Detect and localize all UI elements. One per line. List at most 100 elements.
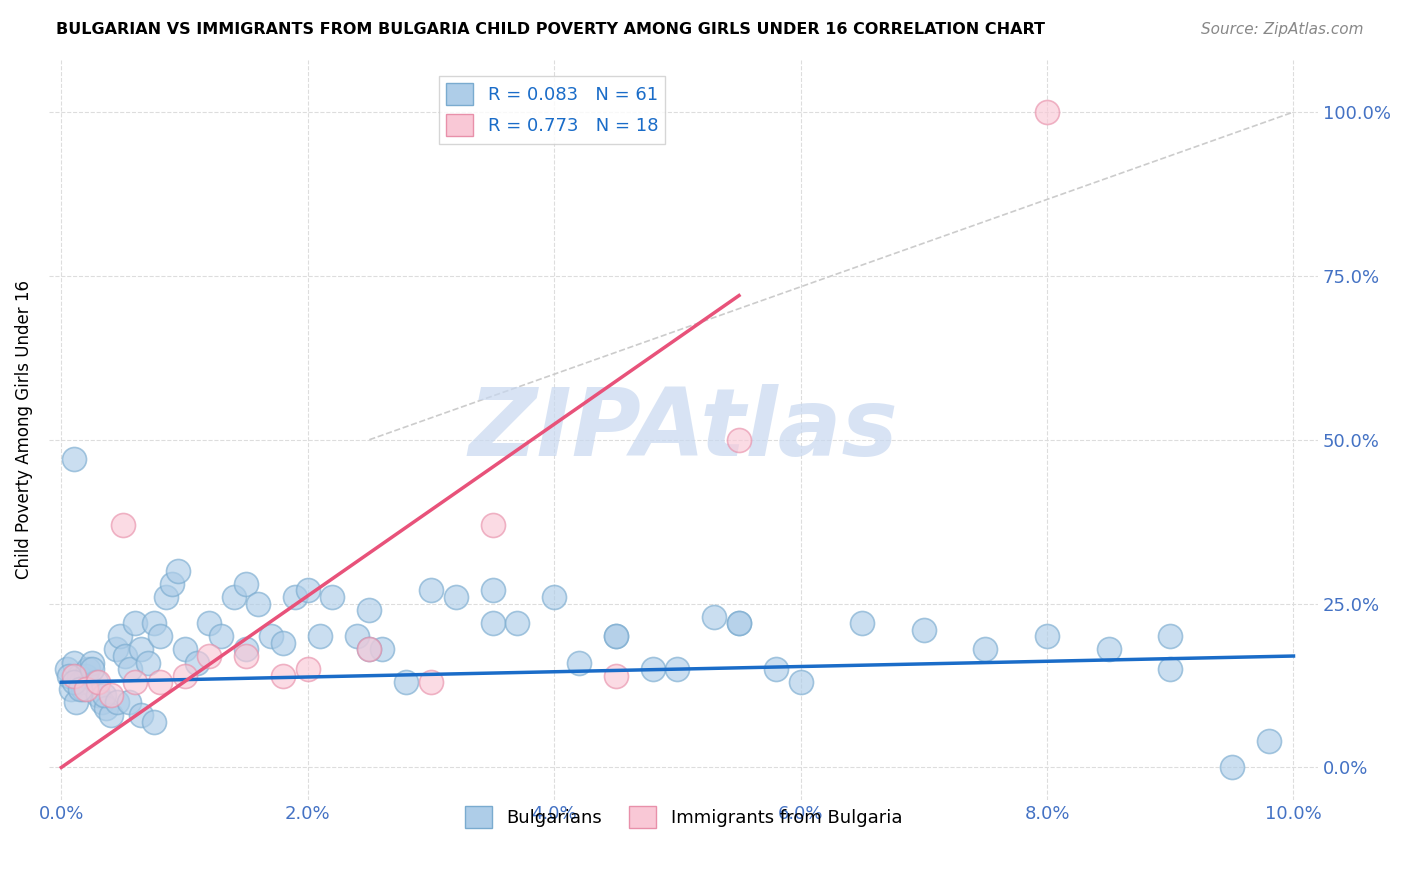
Point: [111, 518, 134, 533]
Point: [235, 648, 257, 663]
Point: [65, 695, 87, 709]
Point: [728, 616, 751, 631]
Point: [1098, 642, 1121, 657]
Point: [87, 675, 110, 690]
Point: [75, 681, 97, 696]
Point: [136, 656, 159, 670]
Point: [120, 662, 142, 676]
Point: [118, 695, 141, 709]
Point: [91, 695, 114, 709]
Point: [62, 675, 84, 690]
Point: [155, 590, 177, 604]
Point: [70, 675, 93, 690]
Point: [271, 668, 294, 682]
Point: [370, 642, 392, 657]
Point: [568, 656, 591, 670]
Point: [69, 681, 91, 696]
Point: [728, 616, 751, 631]
Point: [359, 603, 381, 617]
Point: [703, 609, 725, 624]
Point: [124, 616, 146, 631]
Point: [198, 648, 221, 663]
Point: [82, 662, 104, 676]
Point: [142, 714, 165, 729]
Text: Source: ZipAtlas.com: Source: ZipAtlas.com: [1201, 22, 1364, 37]
Point: [114, 648, 136, 663]
Point: [77, 662, 100, 676]
Point: [346, 629, 368, 643]
Point: [1036, 629, 1059, 643]
Point: [173, 642, 195, 657]
Point: [75, 668, 97, 682]
Point: [72, 681, 94, 696]
Point: [444, 590, 467, 604]
Point: [110, 629, 132, 643]
Point: [1159, 629, 1181, 643]
Point: [605, 668, 627, 682]
Point: [297, 583, 319, 598]
Point: [93, 689, 115, 703]
Point: [481, 518, 503, 533]
Point: [309, 629, 332, 643]
Point: [84, 675, 107, 690]
Point: [222, 590, 245, 604]
Point: [62, 668, 84, 682]
Point: [67, 668, 90, 682]
Point: [131, 708, 153, 723]
Point: [104, 642, 127, 657]
Point: [247, 597, 270, 611]
Point: [271, 636, 294, 650]
Point: [765, 662, 787, 676]
Point: [641, 662, 664, 676]
Point: [105, 695, 128, 709]
Point: [82, 656, 104, 670]
Point: [124, 675, 146, 690]
Point: [211, 629, 233, 643]
Point: [60, 681, 83, 696]
Text: ZIPAtlas: ZIPAtlas: [468, 384, 898, 476]
Point: [728, 433, 751, 447]
Point: [481, 583, 503, 598]
Point: [1159, 662, 1181, 676]
Point: [142, 616, 165, 631]
Point: [160, 577, 183, 591]
Point: [131, 642, 153, 657]
Point: [87, 689, 110, 703]
Point: [605, 629, 627, 643]
Text: BULGARIAN VS IMMIGRANTS FROM BULGARIA CHILD POVERTY AMONG GIRLS UNDER 16 CORRELA: BULGARIAN VS IMMIGRANTS FROM BULGARIA CH…: [56, 22, 1045, 37]
Point: [420, 675, 443, 690]
Point: [912, 623, 935, 637]
Point: [506, 616, 529, 631]
Point: [789, 675, 811, 690]
Point: [173, 668, 195, 682]
Point: [1220, 760, 1243, 774]
Point: [359, 642, 381, 657]
Point: [605, 629, 627, 643]
Point: [62, 452, 84, 467]
Point: [235, 577, 257, 591]
Point: [321, 590, 343, 604]
Point: [56, 662, 79, 676]
Point: [481, 616, 503, 631]
Point: [186, 656, 208, 670]
Y-axis label: Child Poverty Among Girls Under 16: Child Poverty Among Girls Under 16: [15, 280, 32, 580]
Point: [94, 701, 117, 715]
Point: [666, 662, 689, 676]
Point: [974, 642, 997, 657]
Point: [395, 675, 418, 690]
Point: [167, 564, 190, 578]
Point: [851, 616, 873, 631]
Point: [359, 642, 381, 657]
Point: [1257, 734, 1279, 748]
Point: [149, 675, 172, 690]
Point: [284, 590, 307, 604]
Point: [198, 616, 221, 631]
Point: [100, 708, 122, 723]
Point: [235, 642, 257, 657]
Point: [58, 668, 80, 682]
Point: [420, 583, 443, 598]
Point: [62, 656, 84, 670]
Point: [543, 590, 565, 604]
Point: [149, 629, 172, 643]
Point: [1036, 105, 1059, 120]
